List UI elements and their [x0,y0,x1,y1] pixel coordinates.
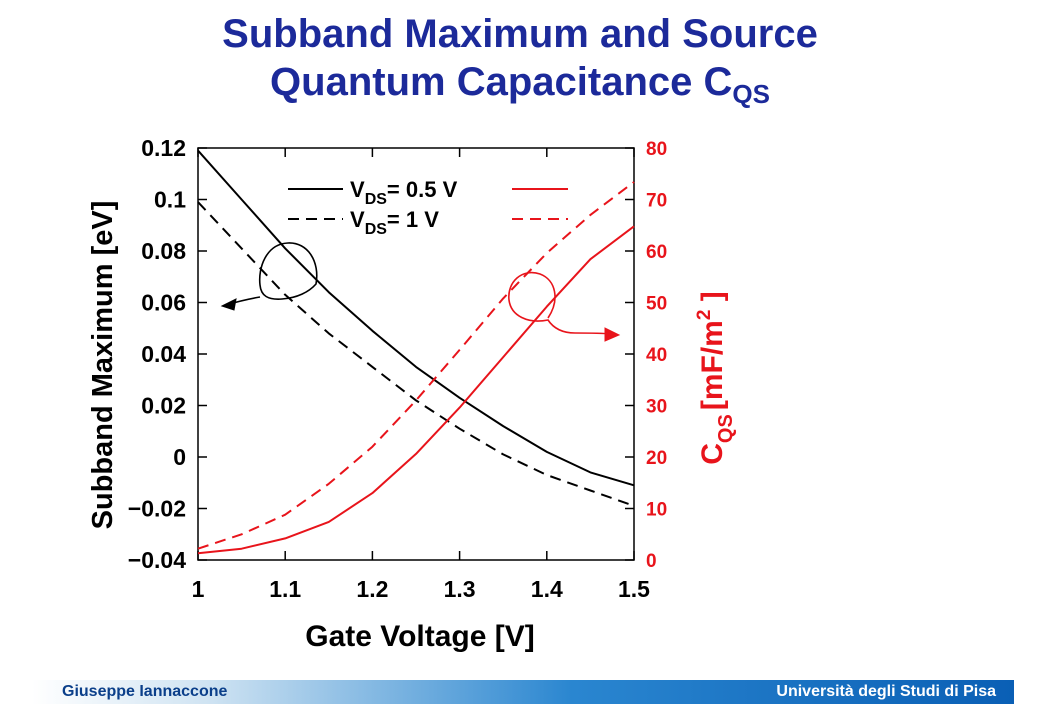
x-tick-label: 1.2 [356,576,388,602]
footer-university: Università degli Studi di Pisa [776,683,996,700]
y-left-axis-label: Subband Maximum [eV] [87,201,119,530]
series-line-cqs-dashed [197,181,635,550]
x-tick-label: 1.4 [531,576,563,602]
y-left-tick-label: 0.1 [154,187,186,213]
y-right-label-bracket: [mF/m [696,320,729,410]
annotation-loop-right [508,271,613,335]
annotation-arrowhead-left [220,298,237,311]
y-right-tick-label: 0 [646,551,657,572]
y-left-tick-label: 0.06 [141,290,186,316]
series-line-cqs-solid [197,225,635,555]
series-line-subband-dashed [197,201,635,507]
y-right-label-sub: QS [715,414,737,443]
legend-label-prefix: V [350,207,365,232]
y-right-tick-label: 70 [646,191,667,212]
y-left-tick-label: 0.02 [141,393,186,419]
legend-label-sub: DS [365,191,388,208]
y-right-axis-label: CQS [mF/m2 ] [694,291,737,464]
title-line-2-main: Quantum Capacitance C [270,60,733,104]
legend-label-sub: DS [365,221,388,238]
title-line-1: Subband Maximum and Source [222,12,818,56]
y-right-tick-label: 80 [646,139,667,160]
y-right-label-exp: 2 [694,310,715,321]
legend-label-prefix: V [350,177,365,202]
legend-label-suffix: = 1 V [387,207,439,232]
annotation-loop-left [225,242,318,306]
x-tick-label: 1 [192,576,205,602]
series-line-subband-solid [197,149,635,487]
annotation-arrowhead-right [604,327,621,342]
y-left-tick-label: 0 [173,444,186,470]
y-left-tick-label: 0.12 [141,135,186,161]
x-tick-label: 1.3 [444,576,476,602]
y-right-tick-label: 60 [646,242,667,263]
y-right-tick-label: 30 [646,397,667,418]
y-right-tick-label: 40 [646,345,667,366]
x-tick-label: 1.5 [618,576,650,602]
x-axis-label: Gate Voltage [V] [305,620,534,653]
y-left-tick-label: −0.02 [128,496,186,522]
footer-author: Giuseppe Iannaccone [62,683,228,700]
legend-label-suffix: = 0.5 V [387,177,458,202]
title-line-2-sub: QS [732,79,770,109]
slide-title: Subband Maximum and Source Quantum Capac… [0,10,1040,118]
y-right-tick-label: 50 [646,294,667,315]
y-right-tick-label: 10 [646,500,667,521]
x-tick-label: 1.1 [269,576,301,602]
legend-label: VDS= 1 V [350,207,439,238]
title-line-2: Quantum Capacitance CQS [0,58,1040,118]
y-right-label-close: ] [696,291,729,309]
y-left-tick-label: 0.08 [141,238,186,264]
legend-label: VDS= 0.5 V [350,177,458,208]
y-left-tick-label: −0.04 [128,547,186,573]
y-left-tick-label: 0.04 [141,341,186,367]
y-right-tick-label: 20 [646,448,667,469]
footer-bar: Giuseppe Iannaccone Università degli Stu… [32,680,1014,704]
chart: 1 1.1 1.2 1.3 1.4 1.5 0.12 0.1 0.08 0.06 0.04 0.02 0… [87,135,737,653]
y-right-label-main: C [696,443,729,465]
